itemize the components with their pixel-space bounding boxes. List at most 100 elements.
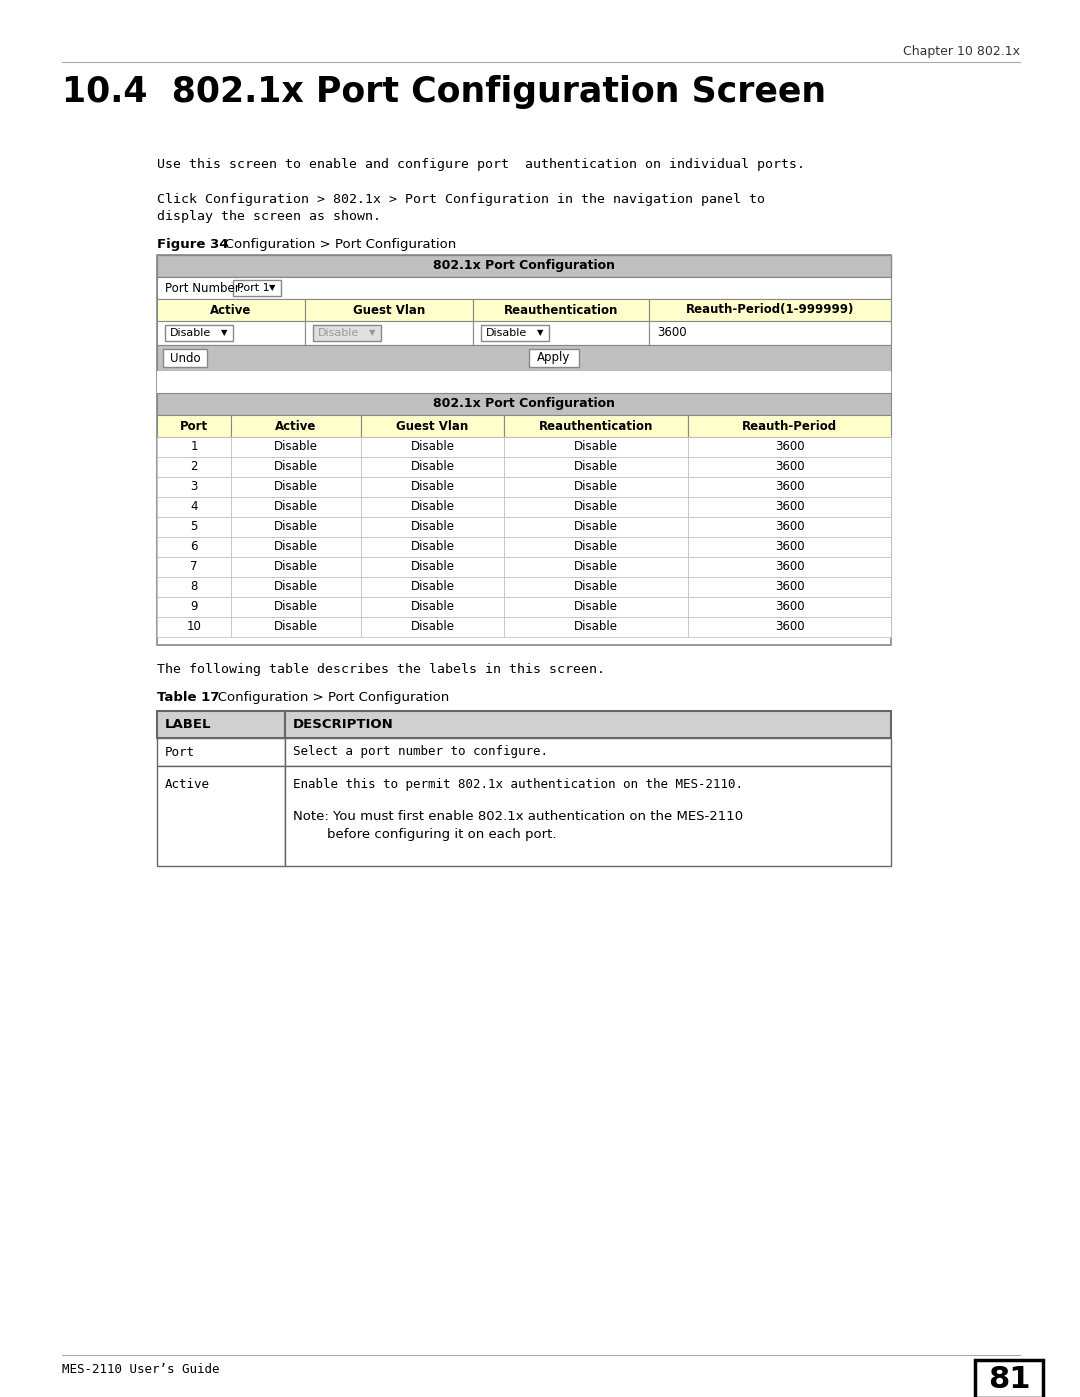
Bar [361,437,504,457]
Bar [165,326,233,341]
Bar [649,321,891,345]
Bar [361,476,504,497]
Bar [157,393,891,415]
Text: 3600: 3600 [774,601,805,613]
Bar [233,279,281,296]
Text: Disable: Disable [410,500,455,514]
Bar [361,415,504,437]
Bar [688,517,891,536]
Text: 3600: 3600 [774,481,805,493]
Bar [688,597,891,617]
Text: Reauth-Period(1-999999): Reauth-Period(1-999999) [686,303,854,317]
Bar [504,497,688,517]
Text: Disable: Disable [274,521,318,534]
Bar [688,536,891,557]
Bar [504,437,688,457]
Text: 6: 6 [190,541,198,553]
Text: Click Configuration > 802.1x > Port Configuration in the navigation panel to: Click Configuration > 802.1x > Port Conf… [157,193,765,205]
Text: 3600: 3600 [774,521,805,534]
Text: MES-2110 User’s Guide: MES-2110 User’s Guide [62,1363,219,1376]
Text: Disable: Disable [410,461,455,474]
Bar [504,617,688,637]
Text: Disable: Disable [410,481,455,493]
Text: Disable: Disable [486,328,527,338]
Text: 5: 5 [190,521,198,534]
Bar [231,617,361,637]
Text: 3: 3 [190,481,198,493]
Bar [157,415,231,437]
Bar [313,326,381,341]
Text: Disable: Disable [274,560,318,574]
Bar [361,536,504,557]
Text: ▼: ▼ [537,328,543,338]
Bar [231,597,361,617]
Text: 3600: 3600 [657,327,687,339]
Bar [231,476,361,497]
Bar [504,597,688,617]
Bar [157,711,285,738]
Text: 802.1x Port Configuration: 802.1x Port Configuration [433,398,615,411]
Text: Active: Active [211,303,252,317]
Text: Guest Vlan: Guest Vlan [396,419,469,433]
Text: ▼: ▼ [221,328,228,338]
Text: Reauth-Period: Reauth-Period [742,419,837,433]
Text: Port: Port [180,419,208,433]
Text: Disable: Disable [573,461,618,474]
Bar [688,497,891,517]
Text: Table 17: Table 17 [157,692,219,704]
Bar [231,577,361,597]
Bar [157,256,891,277]
Text: Select a port number to configure.: Select a port number to configure. [293,746,548,759]
Text: ▼: ▼ [269,284,275,292]
Text: LABEL: LABEL [165,718,212,731]
Text: The following table describes the labels in this screen.: The following table describes the labels… [157,664,605,676]
Text: Disable: Disable [274,481,318,493]
Bar [231,517,361,536]
Text: Disable: Disable [410,620,455,633]
Bar [157,299,305,321]
Bar [361,577,504,597]
Bar [157,597,231,617]
Text: Disable: Disable [573,581,618,594]
Text: Disable: Disable [573,521,618,534]
Bar [157,577,231,597]
Bar [529,349,579,367]
Text: 3600: 3600 [774,461,805,474]
Bar [649,299,891,321]
Text: Disable: Disable [573,620,618,633]
Bar [157,321,305,345]
Text: Note: You must first enable 802.1x authentication on the MES-2110: Note: You must first enable 802.1x authe… [293,810,743,823]
Bar [473,299,649,321]
Bar [163,349,207,367]
Bar [231,457,361,476]
Text: 81: 81 [988,1365,1030,1393]
Text: Active: Active [275,419,316,433]
Text: Reauthentication: Reauthentication [503,303,618,317]
Bar [285,711,891,738]
Bar [157,277,891,299]
Bar [157,437,231,457]
Text: 2: 2 [190,461,198,474]
Text: Disable: Disable [318,328,360,338]
Text: Chapter 10 802.1x: Chapter 10 802.1x [903,45,1020,59]
Text: Enable this to permit 802.1x authentication on the MES-2110.: Enable this to permit 802.1x authenticat… [293,778,743,791]
Bar [688,457,891,476]
Text: Disable: Disable [573,560,618,574]
Text: Disable: Disable [573,601,618,613]
Bar [688,557,891,577]
Bar [231,536,361,557]
Bar [157,345,891,372]
Text: Figure 34: Figure 34 [157,237,229,251]
Text: Disable: Disable [274,601,318,613]
Text: Disable: Disable [410,440,455,454]
Bar [361,517,504,536]
Text: Disable: Disable [410,541,455,553]
Text: DESCRIPTION: DESCRIPTION [293,718,394,731]
Bar [305,299,473,321]
Bar [157,476,231,497]
Bar [361,557,504,577]
Text: 3600: 3600 [774,560,805,574]
Bar [688,577,891,597]
Bar [231,497,361,517]
Bar [504,517,688,536]
